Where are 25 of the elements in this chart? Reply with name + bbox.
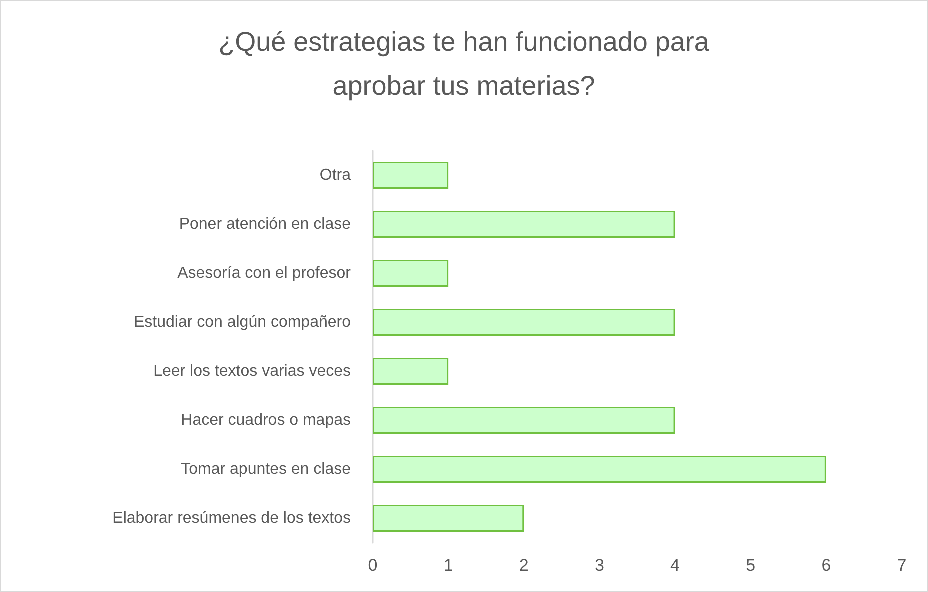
bar bbox=[373, 456, 826, 483]
x-tick-label: 5 bbox=[746, 556, 756, 575]
bar bbox=[373, 211, 676, 238]
y-tick-label: Otra bbox=[320, 167, 352, 184]
y-tick-label: Poner atención en clase bbox=[179, 216, 352, 233]
x-tick-label: 3 bbox=[594, 556, 604, 575]
x-tick-label: 1 bbox=[444, 556, 454, 575]
y-tick-label: Asesoría con el profesor bbox=[178, 265, 352, 282]
x-tick-label: 7 bbox=[897, 556, 907, 575]
bar bbox=[373, 505, 524, 532]
bar bbox=[373, 162, 449, 189]
x-tick-label: 0 bbox=[368, 556, 378, 575]
y-tick-label: Estudiar con algún compañero bbox=[134, 314, 352, 331]
x-tick-label: 2 bbox=[519, 556, 529, 575]
y-tick-label: Leer los textos varias veces bbox=[154, 363, 351, 380]
x-tick-label: 6 bbox=[822, 556, 832, 575]
y-tick-label: Hacer cuadros o mapas bbox=[181, 412, 351, 429]
bar bbox=[373, 358, 449, 385]
y-tick-label: Elaborar resúmenes de los textos bbox=[112, 510, 351, 527]
bar bbox=[373, 260, 449, 287]
y-tick-label: Tomar apuntes en clase bbox=[181, 461, 352, 478]
chart-title: ¿Qué estrategias te han funcionado para aprobar tus materias? bbox=[218, 27, 710, 101]
x-tick-label: 4 bbox=[670, 556, 680, 575]
bar bbox=[373, 309, 676, 336]
bar bbox=[373, 407, 676, 434]
